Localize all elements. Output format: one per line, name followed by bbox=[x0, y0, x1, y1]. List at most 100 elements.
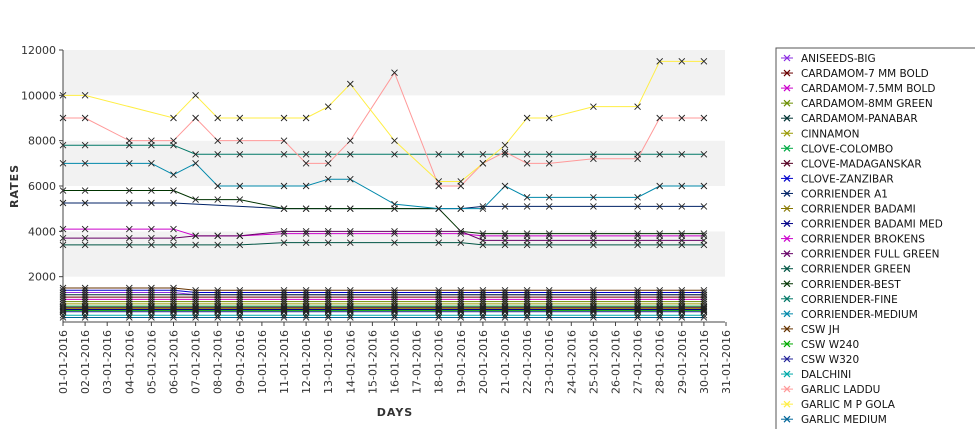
data-point-marker bbox=[656, 114, 664, 122]
data-point-marker bbox=[656, 182, 664, 190]
data-point-marker bbox=[170, 171, 177, 178]
legend-entry-label: CARDAMOM-7.5MM BOLD bbox=[801, 83, 935, 95]
data-point-marker bbox=[501, 289, 509, 296]
x-tick-label: 23-01-2016 bbox=[543, 330, 556, 394]
data-point-marker bbox=[302, 230, 310, 237]
data-point-marker bbox=[634, 286, 641, 294]
data-point-marker bbox=[302, 289, 310, 296]
data-point-marker bbox=[148, 199, 155, 207]
legend-swatch-marker bbox=[783, 385, 791, 393]
data-point-marker bbox=[435, 314, 443, 321]
data-point-marker bbox=[170, 225, 177, 233]
data-point-marker bbox=[435, 228, 443, 235]
data-point-marker bbox=[391, 306, 398, 313]
data-point-marker bbox=[192, 241, 199, 249]
data-point-marker bbox=[280, 205, 288, 212]
legend-swatch-marker bbox=[783, 355, 791, 363]
data-point-marker bbox=[656, 203, 664, 210]
legend-entry-label: GARLIC MEDIUM bbox=[801, 414, 887, 426]
data-point-marker bbox=[700, 289, 708, 296]
data-point-marker bbox=[523, 286, 531, 294]
data-point-marker bbox=[236, 289, 244, 296]
data-point-marker bbox=[435, 286, 443, 294]
data-point-marker bbox=[523, 241, 531, 249]
x-tick-label: 31-01-2016 bbox=[720, 330, 733, 394]
data-point-marker bbox=[678, 58, 686, 65]
x-tick-label: 13-01-2016 bbox=[322, 330, 335, 394]
x-tick-label: 08-01-2016 bbox=[212, 330, 225, 394]
grid-band bbox=[63, 95, 725, 141]
data-point-marker bbox=[479, 314, 487, 321]
data-point-marker bbox=[523, 194, 531, 201]
legend-entry-label: DALCHINI bbox=[801, 369, 851, 381]
data-point-marker bbox=[391, 230, 398, 237]
data-point-marker bbox=[346, 230, 354, 237]
data-point-marker bbox=[125, 311, 133, 319]
data-point-marker bbox=[457, 314, 465, 321]
data-point-marker bbox=[302, 205, 310, 212]
legend-entry-label: CLOVE-MADAGANSKAR bbox=[801, 158, 922, 170]
legend-swatch-marker bbox=[783, 415, 791, 423]
legend-entry-label: CSW W320 bbox=[801, 354, 859, 366]
data-point-marker bbox=[302, 314, 310, 321]
data-point-marker bbox=[457, 178, 465, 185]
data-point-marker bbox=[148, 187, 155, 194]
data-point-marker bbox=[280, 228, 288, 235]
legend-entry-label: CSW JH bbox=[801, 324, 840, 336]
data-point-marker bbox=[214, 150, 222, 158]
data-point-marker bbox=[634, 289, 641, 296]
legend-swatch-marker bbox=[783, 69, 791, 77]
legend-entry-label: CARDAMOM-PANABAR bbox=[801, 113, 918, 125]
data-point-marker bbox=[148, 234, 155, 242]
x-tick-label: 05-01-2016 bbox=[145, 330, 158, 394]
data-point-marker bbox=[545, 314, 553, 321]
x-tick-label: 02-01-2016 bbox=[79, 330, 92, 394]
data-point-marker bbox=[280, 150, 288, 158]
data-point-marker bbox=[192, 160, 199, 167]
data-point-marker bbox=[81, 284, 89, 292]
data-point-marker bbox=[346, 150, 354, 158]
y-tick-label: 12000 bbox=[21, 44, 56, 57]
legend-entry-label: CORRIENDER BADAMI bbox=[801, 204, 916, 216]
data-point-marker bbox=[214, 114, 222, 122]
x-tick-label: 03-01-2016 bbox=[101, 330, 114, 394]
data-point-marker bbox=[479, 241, 487, 249]
data-point-marker bbox=[457, 239, 465, 246]
data-point-marker bbox=[81, 114, 89, 122]
data-point-marker bbox=[479, 311, 487, 319]
data-point-marker bbox=[280, 182, 288, 190]
data-point-marker bbox=[590, 241, 597, 249]
data-point-marker bbox=[236, 182, 244, 190]
data-point-marker bbox=[214, 241, 222, 249]
legend-frame bbox=[775, 47, 975, 429]
series-line bbox=[63, 289, 704, 294]
data-point-marker bbox=[302, 306, 310, 313]
data-point-marker bbox=[501, 241, 509, 249]
series-line bbox=[63, 228, 704, 237]
legend-entry-label: CORRIENDER FULL GREEN bbox=[801, 249, 939, 261]
data-point-marker bbox=[523, 160, 531, 167]
data-point-marker bbox=[81, 225, 89, 233]
data-point-marker bbox=[590, 155, 597, 163]
data-point-marker bbox=[170, 311, 177, 319]
x-tick-label: 14-01-2016 bbox=[344, 330, 357, 394]
data-point-marker bbox=[479, 286, 487, 294]
data-point-marker bbox=[678, 114, 686, 122]
data-point-marker bbox=[346, 314, 354, 321]
data-point-marker bbox=[479, 160, 487, 167]
data-point-marker bbox=[634, 155, 641, 163]
legend-swatch-marker bbox=[783, 99, 791, 107]
x-tick-label: 07-01-2016 bbox=[190, 330, 203, 394]
x-axis-title: DAYS bbox=[377, 406, 413, 419]
series-line bbox=[63, 190, 704, 235]
legend-entry-label: GARLIC LADDU bbox=[801, 384, 880, 396]
series-markers bbox=[59, 58, 708, 321]
data-point-marker bbox=[678, 286, 686, 294]
data-point-marker bbox=[457, 205, 465, 212]
x-tick-label: 29-01-2016 bbox=[676, 330, 689, 394]
data-point-marker bbox=[192, 286, 199, 294]
data-point-marker bbox=[656, 230, 664, 237]
data-point-marker bbox=[346, 311, 354, 319]
data-point-marker bbox=[678, 311, 686, 319]
